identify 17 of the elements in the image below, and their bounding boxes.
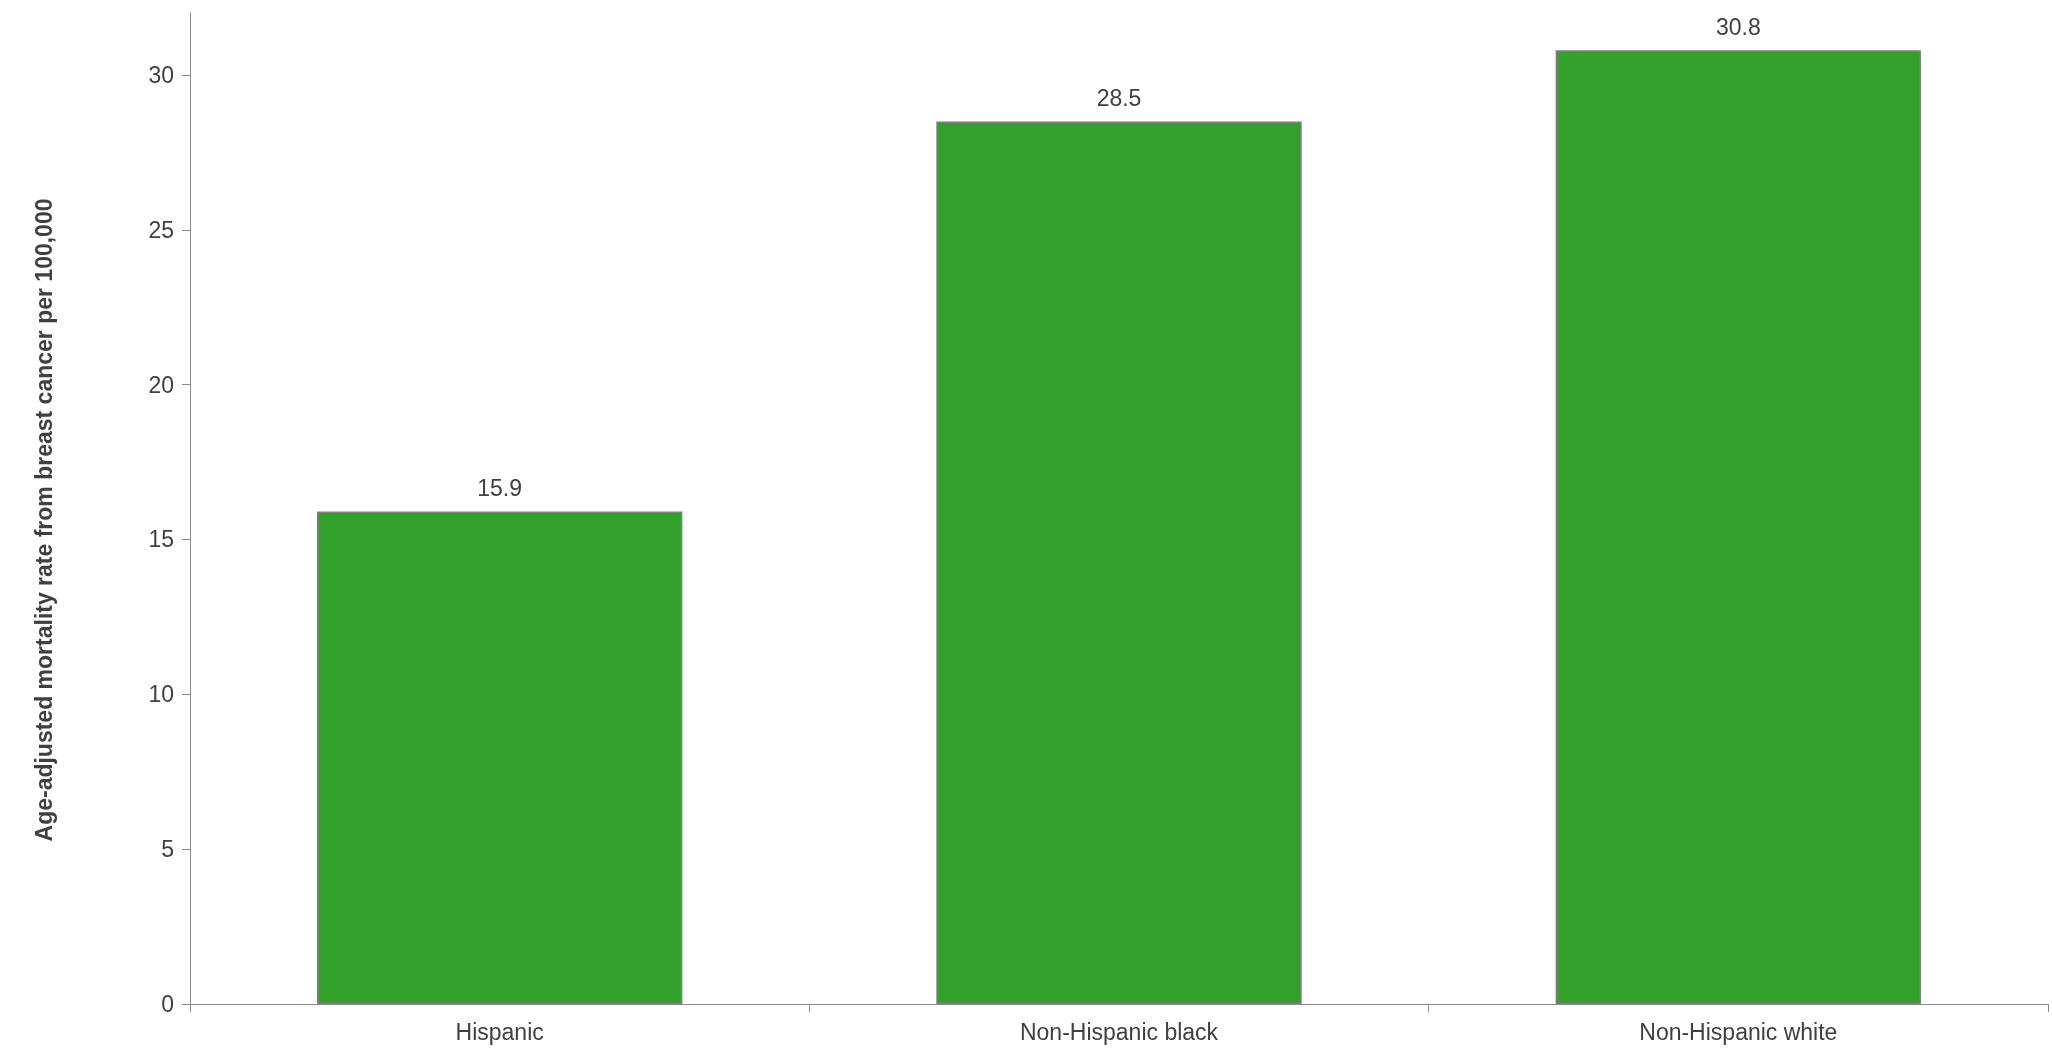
x-tick-label: Non-Hispanic black: [1019, 1018, 1219, 1045]
y-tick-label: 10: [148, 681, 174, 708]
y-tick-label: 5: [161, 836, 174, 863]
y-tick-label: 0: [161, 991, 174, 1017]
y-tick-label: 30: [148, 61, 174, 88]
bar: [1555, 50, 1922, 1004]
y-axis-title: Age-adjusted mortality rate from breast cancer per 100,000: [31, 198, 57, 842]
data-label: 30.8: [1715, 13, 1761, 40]
y-tick-label: 20: [148, 371, 174, 398]
x-tick-label: Non-Hispanic white: [1639, 1018, 1838, 1045]
data-label: 28.5: [1096, 84, 1142, 111]
data-label: 15.9: [477, 475, 523, 502]
bar: [936, 121, 1302, 1004]
y-tick-label: 15: [148, 526, 174, 553]
x-tick-label: Hispanic: [455, 1018, 544, 1045]
bar: [316, 511, 683, 1004]
y-tick-label: 25: [148, 216, 174, 243]
